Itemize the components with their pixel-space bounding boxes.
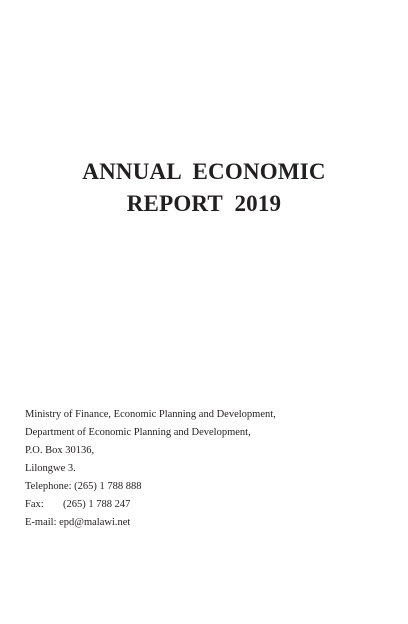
department-name: Department of Economic Planning and Deve… <box>25 427 251 438</box>
city: Lilongwe 3. <box>25 463 76 474</box>
contact-address: Ministry of Finance, Economic Planning a… <box>25 406 395 532</box>
report-title: ANNUAL ECONOMIC REPORT 2019 <box>0 156 408 220</box>
email: E-mail: epd@malawi.net <box>25 517 131 528</box>
telephone: Telephone: (265) 1 788 888 <box>25 481 142 492</box>
title-line-1: ANNUAL ECONOMIC <box>82 159 326 184</box>
fax: Fax: (265) 1 788 247 <box>25 496 395 514</box>
po-box: P.O. Box 30136, <box>25 445 95 456</box>
fax-number: (265) 1 788 247 <box>63 499 131 510</box>
fax-label: Fax: <box>25 499 44 510</box>
ministry-name: Ministry of Finance, Economic Planning a… <box>25 409 276 420</box>
title-line-2: REPORT 2019 <box>126 191 282 216</box>
